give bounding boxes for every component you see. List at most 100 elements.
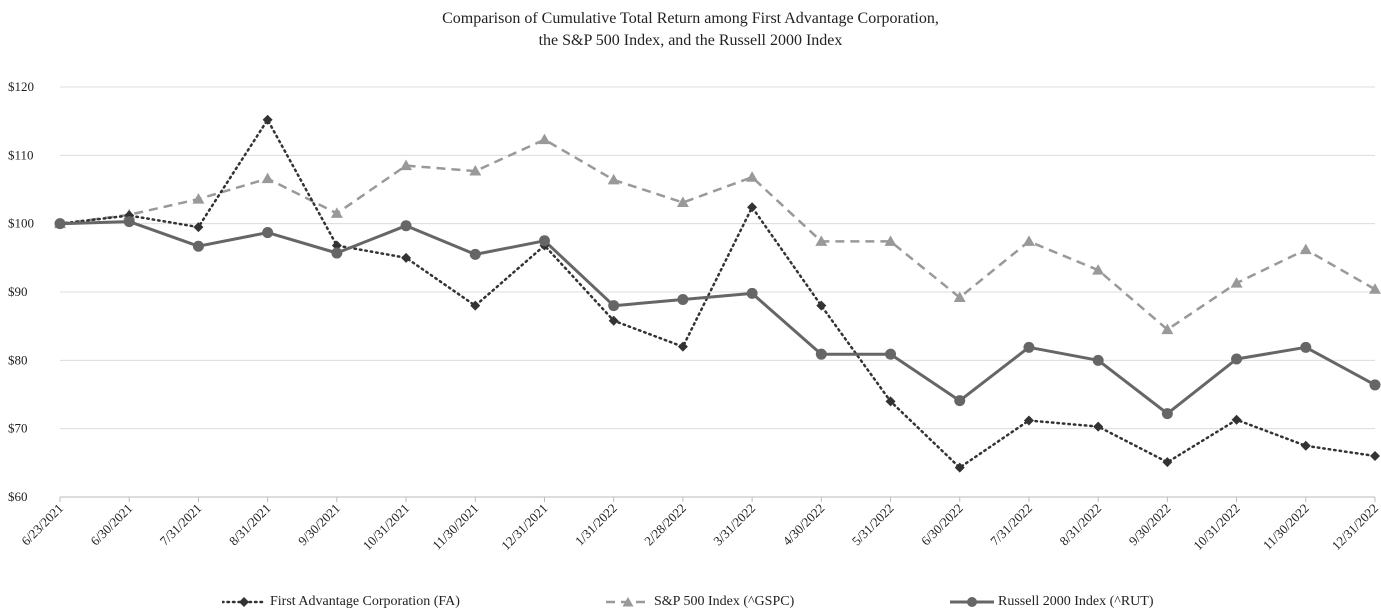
data-point-sp500 (607, 173, 620, 185)
data-point-russell (331, 247, 343, 259)
data-point-russell (677, 294, 689, 306)
data-point-russell (262, 227, 274, 239)
data-point-sp500 (538, 133, 551, 145)
data-point-russell (538, 235, 550, 247)
legend-label-sp500: S&P 500 Index (^GSPC) (654, 594, 795, 609)
legend-label-fa: First Advantage Corporation (FA) (270, 594, 460, 609)
x-tick-label: 9/30/2021 (295, 501, 343, 549)
data-point-sp500 (1230, 277, 1243, 288)
data-point-sp500 (192, 193, 205, 204)
x-tick-label: 1/31/2022 (572, 501, 620, 549)
data-point-russell (885, 348, 897, 360)
x-tick-label: 10/31/2022 (1190, 501, 1242, 553)
x-tick-label: 10/31/2021 (360, 501, 412, 553)
data-point-fa (816, 300, 827, 311)
data-point-russell (469, 248, 481, 260)
data-point-fa (1023, 415, 1034, 426)
data-point-russell (608, 300, 620, 312)
x-tick-label: 4/30/2022 (780, 501, 828, 549)
x-tick-label: 7/31/2021 (157, 501, 205, 549)
data-point-russell (400, 220, 412, 232)
data-point-russell (1023, 341, 1035, 353)
legend-label-russell: Russell 2000 Index (^RUT) (998, 594, 1154, 609)
x-tick-label: 8/31/2021 (226, 501, 274, 549)
legend-swatch-fa (222, 597, 266, 607)
x-tick-label: 12/31/2022 (1329, 501, 1381, 553)
x-tick-label: 9/30/2022 (1126, 501, 1174, 549)
x-tick-label: 6/30/2021 (87, 501, 135, 549)
legend-item-russell: Russell 2000 Index (^RUT) (950, 594, 1154, 610)
series-line-2 (58, 220, 1377, 416)
data-point-sp500 (1022, 235, 1035, 246)
data-point-fa (1093, 421, 1104, 432)
data-point-sp500 (815, 235, 828, 246)
x-tick-label: 3/31/2022 (710, 501, 758, 549)
series-line-0 (58, 118, 1377, 469)
data-point-russell (1161, 408, 1173, 420)
data-point-russell (954, 395, 966, 407)
x-tick-label: 11/30/2022 (1260, 501, 1312, 553)
data-point-russell (1369, 379, 1381, 391)
x-axis: 6/23/2021 6/30/2021 7/31/2021 8/31/2021 9/30… (18, 497, 1381, 553)
legend-swatch-russell (950, 597, 994, 607)
data-point-sp500 (746, 171, 759, 182)
y-axis: $60 $70 $80 $90 $100 $110 $120 (8, 79, 34, 504)
data-point-sp500 (953, 291, 966, 302)
series-lines (58, 118, 1377, 469)
x-tick-label: 6/23/2021 (18, 501, 66, 549)
data-point-sp500 (1092, 264, 1105, 275)
data-point-sp500 (1161, 323, 1174, 335)
data-point-russell (192, 240, 204, 252)
x-tick-label: 6/30/2022 (918, 501, 966, 549)
data-point-fa (1300, 440, 1311, 451)
data-point-sp500 (1369, 283, 1381, 294)
gridlines (60, 86, 1375, 498)
data-point-fa (331, 240, 342, 251)
data-point-sp500 (884, 235, 897, 246)
y-tick-label: $90 (8, 284, 28, 299)
chart-title-line-1: Comparison of Cumulative Total Return am… (442, 10, 939, 27)
legend-item-fa: First Advantage Corporation (FA) (222, 594, 460, 610)
legend: First Advantage Corporation (FA) S&P 500… (0, 594, 1381, 614)
data-point-sp500 (469, 165, 482, 176)
data-point-russell (815, 348, 827, 360)
data-point-russell (1300, 341, 1312, 353)
data-point-sp500 (676, 196, 689, 207)
data-point-fa (954, 462, 965, 473)
data-point-sp500 (1299, 243, 1312, 255)
data-point-sp500 (330, 207, 343, 218)
data-point-fa (1231, 414, 1242, 425)
y-tick-label: $100 (8, 216, 34, 231)
x-tick-label: 11/30/2021 (429, 501, 481, 553)
data-point-fa (1162, 457, 1173, 468)
data-point-russell (123, 216, 135, 228)
y-tick-label: $60 (8, 489, 28, 504)
y-tick-label: $70 (8, 421, 28, 436)
y-tick-label: $120 (8, 79, 34, 94)
chart-title-line-2: the S&P 500 Index, and the Russell 2000 … (538, 32, 843, 49)
data-point-russell (1092, 354, 1104, 366)
data-point-fa (608, 315, 619, 326)
x-tick-label: 12/31/2021 (498, 501, 550, 553)
x-tick-label: 5/31/2022 (849, 501, 897, 549)
legend-swatch-sp500 (606, 597, 650, 607)
data-point-sp500 (400, 159, 413, 171)
x-tick-label: 7/31/2022 (987, 501, 1035, 549)
data-point-fa (1370, 451, 1380, 461)
legend-item-sp500: S&P 500 Index (^GSPC) (606, 594, 794, 610)
chart-title: Comparison of Cumulative Total Return am… (0, 8, 1381, 52)
data-point-russell (1231, 353, 1243, 365)
data-point-fa (747, 202, 758, 213)
data-point-russell (746, 287, 758, 299)
x-tick-label: 2/28/2022 (641, 501, 689, 549)
data-point-fa (677, 341, 688, 352)
series-line-1 (59, 138, 1376, 331)
series-markers (54, 114, 1381, 473)
data-point-fa (885, 396, 896, 407)
data-point-sp500 (261, 172, 274, 184)
data-point-fa (401, 252, 412, 263)
x-tick-label: 8/31/2022 (1056, 501, 1104, 549)
data-point-fa (262, 114, 273, 125)
data-point-fa (470, 300, 481, 311)
